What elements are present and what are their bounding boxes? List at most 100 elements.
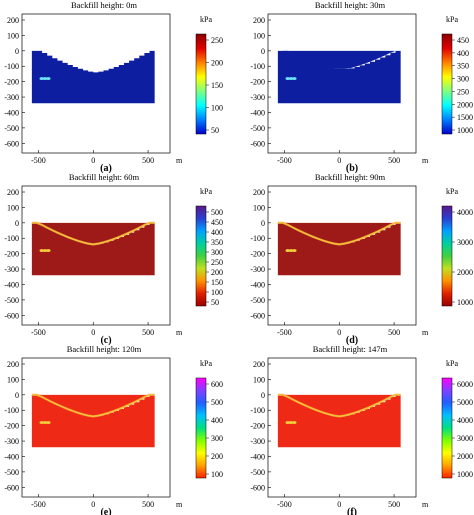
stress-hot-spot xyxy=(288,421,294,424)
colorbar-tick-label: 1000 xyxy=(457,470,473,479)
x-tick-label: 500 xyxy=(388,328,400,337)
y-tick-label: 200 xyxy=(7,188,19,197)
colorbar-tick-label: 300 xyxy=(211,434,223,443)
stress-hot-spot xyxy=(42,421,48,424)
y-tick-label: -200 xyxy=(4,422,19,431)
colorbar xyxy=(195,33,207,135)
colorbar-tick-label: 1000 xyxy=(457,298,473,307)
x-tick-label: -500 xyxy=(277,500,292,509)
panel-caption: (e) xyxy=(100,507,111,515)
stress-hot-spot xyxy=(39,249,44,252)
colorbar-unit: kPa xyxy=(200,15,212,24)
colorbar-tick-label: 400 xyxy=(211,416,223,425)
y-tick-label: -500 xyxy=(250,296,265,305)
colorbar-tick-label: 1500 xyxy=(457,113,473,122)
panel-title: Backfill height: 0m xyxy=(71,0,137,10)
colorbar-tick-label: 6000 xyxy=(457,380,473,389)
y-tick-label: -200 xyxy=(4,78,19,87)
y-tick-label: -300 xyxy=(4,437,19,446)
stress-hot-spot xyxy=(292,77,297,80)
axes-frame xyxy=(267,13,417,154)
y-tick-label: -500 xyxy=(4,296,19,305)
y-tick-label: -400 xyxy=(250,280,265,289)
colorbar-tick-label: 250 xyxy=(211,36,223,45)
y-tick-label: -300 xyxy=(250,437,265,446)
y-tick-label: -400 xyxy=(4,108,19,117)
panel-caption: (a) xyxy=(100,163,112,174)
colorbar-tick-label: 1000 xyxy=(457,126,473,135)
stress-hot-spot xyxy=(39,77,44,80)
y-tick-label: -100 xyxy=(4,234,19,243)
panel-f: Backfill height: 147m2001000-100-200-300… xyxy=(250,344,473,515)
y-tick-label: 200 xyxy=(253,360,265,369)
x-tick-label: -500 xyxy=(31,328,46,337)
colorbar-tick-label: 250 xyxy=(457,87,469,96)
y-tick-label: -400 xyxy=(250,452,265,461)
x-unit: m xyxy=(176,500,183,509)
colorbar-tick-label: 500 xyxy=(211,208,223,217)
x-tick-label: 0 xyxy=(91,156,95,165)
colorbar-unit: kPa xyxy=(446,187,458,196)
panel-caption: (f) xyxy=(347,507,357,515)
y-tick-label: -500 xyxy=(250,468,265,477)
axes-frame xyxy=(267,185,417,326)
stress-hot-spot xyxy=(288,77,294,80)
y-tick-label: 200 xyxy=(253,16,265,25)
colorbar xyxy=(195,377,207,479)
panel-e: Backfill height: 120m 200 100 0 -100 -200 -300… xyxy=(4,344,223,515)
x-tick-label: 0 xyxy=(91,500,95,509)
colorbar-tick-label: 200 xyxy=(211,268,223,277)
colorbar-tick-label: 350 xyxy=(457,62,469,71)
panel-title: Backfill height: 60m xyxy=(69,172,140,182)
stress-hot-spot xyxy=(46,77,51,80)
panel-caption: (b) xyxy=(346,163,358,174)
y-tick-label: 200 xyxy=(7,360,19,369)
colorbar-tick-label: 500 xyxy=(211,398,223,407)
y-tick-label: -200 xyxy=(250,78,265,87)
backfill-region xyxy=(31,222,155,245)
stress-hot-spot xyxy=(46,249,51,252)
colorbar-tick-label: 50 xyxy=(211,126,219,135)
y-tick-label: -500 xyxy=(250,124,265,133)
y-tick-label: 100 xyxy=(253,375,265,384)
colorbar-tick-label: 2000 xyxy=(457,100,473,109)
y-tick-label: -400 xyxy=(4,280,19,289)
stress-hot-spot xyxy=(285,77,290,80)
y-tick-label: -600 xyxy=(250,311,265,320)
x-tick-label: 0 xyxy=(337,500,341,509)
y-tick-label: 0 xyxy=(15,219,19,228)
y-tick-label: -600 xyxy=(4,483,19,492)
stress-hot-spot xyxy=(285,249,290,252)
stress-hot-spot xyxy=(42,77,48,80)
x-tick-label: 500 xyxy=(388,500,400,509)
colorbar-tick-label: 100 xyxy=(211,104,223,113)
colorbar-tick-label: 350 xyxy=(211,238,223,247)
y-tick-label: -300 xyxy=(4,93,19,102)
panel-b: Backfill height: 30m2001000-100-200-300-… xyxy=(250,0,473,174)
y-tick-label: 100 xyxy=(7,203,19,212)
backfill-region xyxy=(277,222,401,245)
panel-caption: (d) xyxy=(346,335,358,346)
colorbar xyxy=(441,205,453,307)
colorbar-tick-label: 400 xyxy=(457,49,469,58)
colorbar-tick-label: 300 xyxy=(211,248,223,257)
colorbar-tick-label: 200 xyxy=(211,59,223,68)
colorbar-unit: kPa xyxy=(446,15,458,24)
x-tick-label: 0 xyxy=(337,328,341,337)
colorbar-tick-label: 2000 xyxy=(457,268,473,277)
y-tick-label: -100 xyxy=(250,234,265,243)
stress-hot-spot xyxy=(42,249,48,252)
y-tick-label: -100 xyxy=(250,62,265,71)
x-tick-label: 0 xyxy=(337,156,341,165)
colorbar-tick-label: 3000 xyxy=(457,434,473,443)
panel-title: Backfill height: 90m xyxy=(315,172,386,182)
stress-hot-spot xyxy=(46,421,51,424)
x-tick-label: 500 xyxy=(388,156,400,165)
panel-title: Backfill height: 30m xyxy=(315,0,386,10)
colorbar-unit: kPa xyxy=(200,359,212,368)
stress-hot-spot xyxy=(292,421,297,424)
x-unit: m xyxy=(422,156,429,165)
y-tick-label: -600 xyxy=(250,139,265,148)
backfill-region xyxy=(277,394,401,417)
